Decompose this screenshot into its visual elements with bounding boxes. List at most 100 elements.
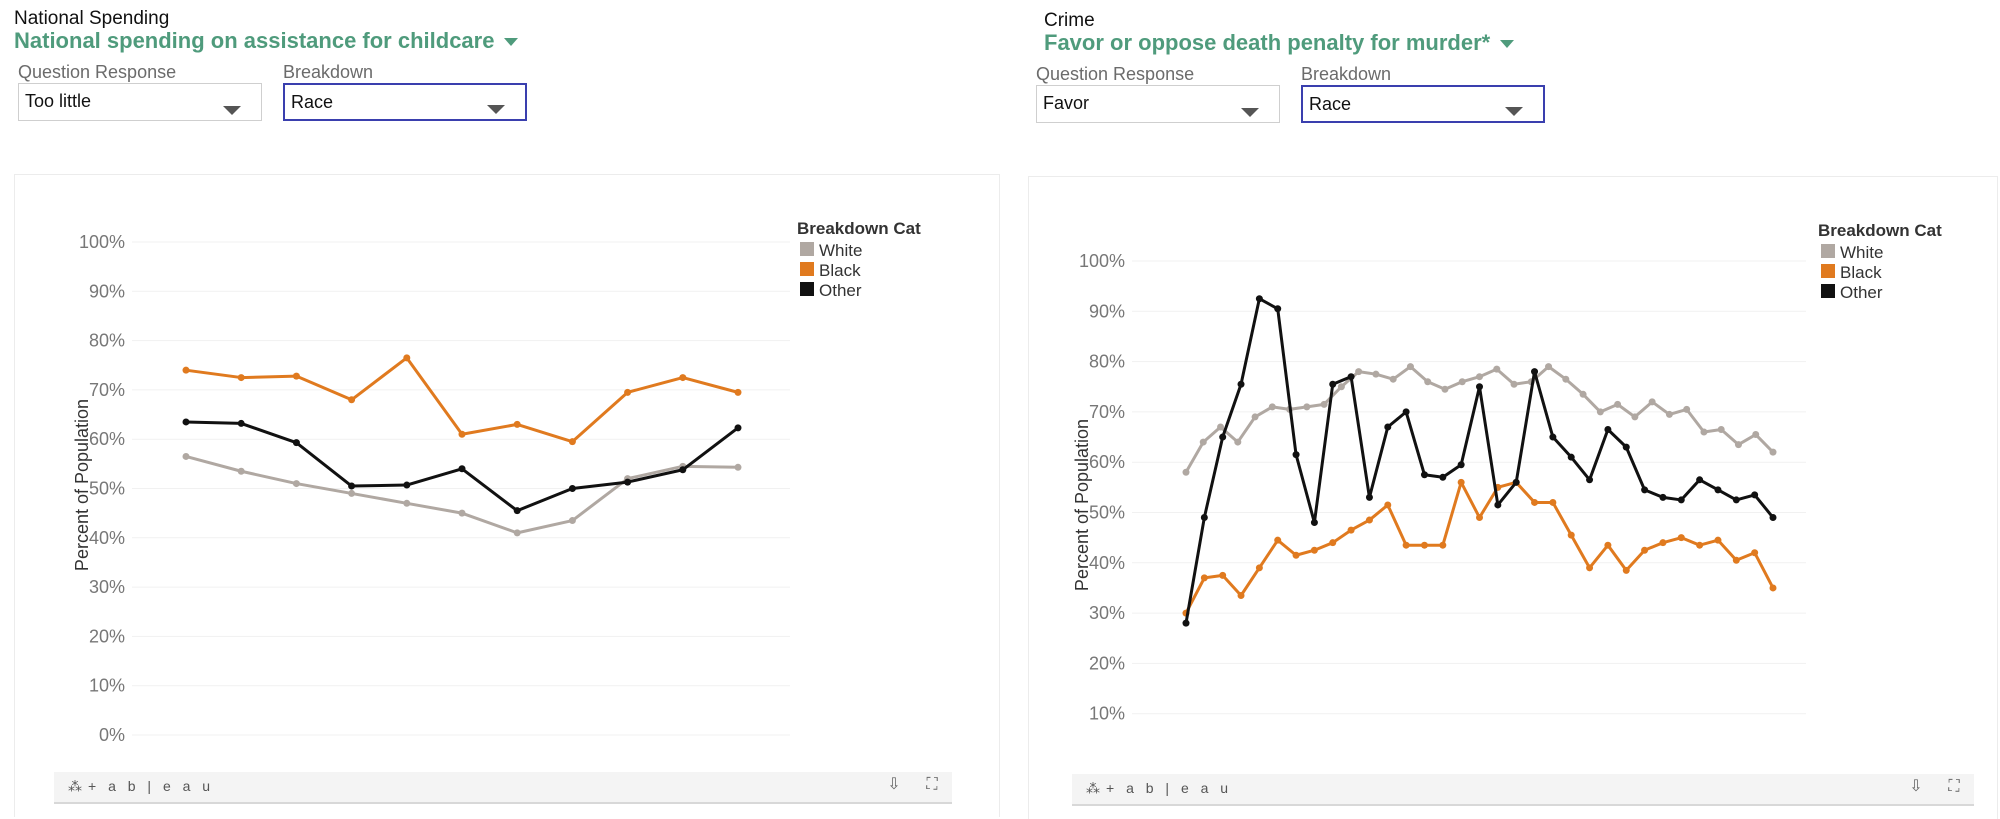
chevron-down-icon[interactable] <box>1505 107 1523 116</box>
data-point-other[interactable] <box>1622 443 1630 451</box>
data-point-white[interactable] <box>1458 378 1466 386</box>
data-point-other[interactable] <box>1402 408 1410 416</box>
data-point-other[interactable] <box>1549 433 1557 441</box>
data-point-other[interactable] <box>1457 461 1465 469</box>
data-point-black[interactable] <box>1677 534 1685 542</box>
legend-swatch-other[interactable] <box>800 282 814 296</box>
data-point-other[interactable] <box>1531 368 1539 376</box>
chevron-down-icon[interactable] <box>1241 108 1259 117</box>
data-point-white[interactable] <box>1493 365 1501 373</box>
data-point-other[interactable] <box>1751 491 1759 499</box>
data-point-black[interactable] <box>734 388 742 396</box>
breakdown-select[interactable]: Race <box>1301 85 1545 123</box>
chevron-down-icon[interactable] <box>487 105 505 114</box>
data-point-other[interactable] <box>1274 305 1282 313</box>
data-point-other[interactable] <box>1365 493 1373 501</box>
data-point-black[interactable] <box>568 438 576 446</box>
data-point-other[interactable] <box>1512 478 1520 486</box>
data-point-other[interactable] <box>292 439 300 447</box>
data-point-white[interactable] <box>1217 423 1225 431</box>
question-title-dropdown[interactable]: National spending on assistance for chil… <box>14 28 519 54</box>
data-point-white[interactable] <box>292 480 300 488</box>
data-point-other[interactable] <box>1604 426 1612 434</box>
data-point-other[interactable] <box>624 478 632 486</box>
data-point-white[interactable] <box>1337 383 1345 391</box>
question-response-select[interactable]: Too little <box>18 83 262 121</box>
data-point-other[interactable] <box>1237 380 1245 388</box>
data-point-black[interactable] <box>1420 541 1428 549</box>
series-line-black[interactable] <box>1184 480 1775 614</box>
data-point-black[interactable] <box>1769 584 1777 592</box>
data-point-white[interactable] <box>1268 403 1276 411</box>
legend-swatch-black[interactable] <box>800 262 814 276</box>
data-point-black[interactable] <box>1200 574 1208 582</box>
data-point-other[interactable] <box>1329 380 1337 388</box>
data-point-other[interactable] <box>1677 496 1685 504</box>
tableau-logo[interactable]: ⁂ + a b | e a u <box>1086 780 1232 797</box>
data-point-other[interactable] <box>1567 453 1575 461</box>
data-point-other[interactable] <box>1219 433 1227 441</box>
data-point-black[interactable] <box>1622 566 1630 574</box>
data-point-black[interactable] <box>1549 498 1557 506</box>
data-point-white[interactable] <box>1631 413 1639 421</box>
data-point-other[interactable] <box>1292 451 1300 459</box>
data-point-black[interactable] <box>679 374 687 382</box>
data-point-other[interactable] <box>1641 486 1649 494</box>
share-icon[interactable]: ⇩ <box>1909 778 1923 795</box>
data-point-white[interactable] <box>1234 438 1242 446</box>
data-point-black[interactable] <box>1402 541 1410 549</box>
data-point-black[interactable] <box>624 388 632 396</box>
data-point-other[interactable] <box>1255 295 1263 303</box>
data-point-white[interactable] <box>1372 370 1380 378</box>
legend-label-other[interactable]: Other <box>1840 283 1883 302</box>
data-point-black[interactable] <box>403 354 411 362</box>
data-point-black[interactable] <box>458 430 466 438</box>
data-point-white[interactable] <box>237 467 245 475</box>
data-point-white[interactable] <box>1614 400 1622 408</box>
data-point-other[interactable] <box>1659 493 1667 501</box>
data-point-white[interactable] <box>1251 413 1259 421</box>
share-icon[interactable]: ⇩ <box>887 776 901 793</box>
data-point-white[interactable] <box>1355 368 1363 376</box>
data-point-black[interactable] <box>1586 564 1594 572</box>
data-point-black[interactable] <box>1476 514 1483 522</box>
data-point-white[interactable] <box>182 452 190 460</box>
data-point-other[interactable] <box>1384 423 1392 431</box>
data-point-black[interactable] <box>292 372 300 380</box>
data-point-other[interactable] <box>1769 514 1777 522</box>
tableau-logo[interactable]: ⁂ + a b | e a u <box>68 778 214 795</box>
data-point-other[interactable] <box>734 424 742 432</box>
data-point-black[interactable] <box>1274 536 1282 544</box>
data-point-black[interactable] <box>1219 571 1227 579</box>
legend-label-black[interactable]: Black <box>819 261 861 280</box>
question-title-dropdown[interactable]: Favor or oppose death penalty for murder… <box>1044 30 1515 56</box>
data-point-white[interactable] <box>1596 408 1604 416</box>
data-point-black[interactable] <box>1329 539 1337 547</box>
data-point-black[interactable] <box>1567 531 1575 539</box>
data-point-black[interactable] <box>1310 546 1318 554</box>
series-line-other[interactable] <box>1184 297 1775 624</box>
data-point-other[interactable] <box>1494 501 1502 509</box>
data-point-other[interactable] <box>1732 496 1740 504</box>
data-point-black[interactable] <box>1237 591 1245 599</box>
data-point-white[interactable] <box>1700 428 1708 436</box>
data-point-black[interactable] <box>1531 498 1539 506</box>
data-point-other[interactable] <box>1200 514 1208 522</box>
data-point-white[interactable] <box>1182 468 1190 476</box>
data-point-black[interactable] <box>1696 541 1704 549</box>
data-point-black[interactable] <box>1732 556 1740 564</box>
data-point-white[interactable] <box>1665 410 1673 418</box>
data-point-other[interactable] <box>348 482 356 490</box>
data-point-black[interactable] <box>1641 546 1649 554</box>
data-point-other[interactable] <box>1420 471 1428 479</box>
data-point-white[interactable] <box>1199 438 1207 446</box>
breakdown-select[interactable]: Race <box>283 83 527 121</box>
data-point-white[interactable] <box>568 517 576 525</box>
data-point-other[interactable] <box>1586 476 1594 484</box>
data-point-black[interactable] <box>1439 541 1447 549</box>
data-point-white[interactable] <box>458 509 466 517</box>
series-line-white[interactable] <box>1184 365 1775 474</box>
data-point-white[interactable] <box>1752 431 1760 439</box>
data-point-white[interactable] <box>1441 385 1449 393</box>
data-point-white[interactable] <box>1510 380 1518 388</box>
